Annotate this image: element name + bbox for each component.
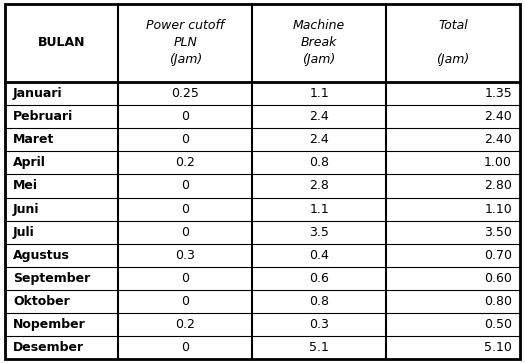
Text: Pebruari: Pebruari [13, 110, 73, 123]
Text: 0: 0 [181, 133, 190, 146]
Text: 3.50: 3.50 [484, 226, 512, 239]
Text: 0: 0 [181, 179, 190, 192]
Text: 0: 0 [181, 341, 190, 354]
Text: 0.80: 0.80 [484, 295, 512, 308]
Text: Mei: Mei [13, 179, 38, 192]
Text: Power cutoff
PLN
(Jam): Power cutoff PLN (Jam) [146, 19, 225, 66]
Text: 2.40: 2.40 [484, 133, 512, 146]
Text: 0.2: 0.2 [175, 318, 195, 331]
Text: 5.1: 5.1 [309, 341, 329, 354]
Text: 1.1: 1.1 [309, 203, 329, 216]
Text: Nopember: Nopember [13, 318, 86, 331]
Text: 0: 0 [181, 295, 190, 308]
Text: 0: 0 [181, 110, 190, 123]
Text: Juni: Juni [13, 203, 39, 216]
Text: 0.70: 0.70 [484, 249, 512, 262]
Text: 0: 0 [181, 226, 190, 239]
Text: Oktober: Oktober [13, 295, 70, 308]
Text: 3.5: 3.5 [309, 226, 329, 239]
Text: 1.35: 1.35 [484, 87, 512, 100]
Text: Juli: Juli [13, 226, 35, 239]
Text: April: April [13, 156, 46, 169]
Text: Agustus: Agustus [13, 249, 70, 262]
Text: BULAN: BULAN [38, 36, 86, 49]
Text: 0.8: 0.8 [309, 156, 329, 169]
Text: 0.6: 0.6 [309, 272, 329, 285]
Text: 0.60: 0.60 [484, 272, 512, 285]
Text: Machine
Break
(Jam): Machine Break (Jam) [293, 19, 345, 66]
Text: 0.8: 0.8 [309, 295, 329, 308]
Text: Desember: Desember [13, 341, 84, 354]
Text: 2.4: 2.4 [309, 133, 329, 146]
Text: 0.25: 0.25 [171, 87, 200, 100]
Text: September: September [13, 272, 90, 285]
Text: 0.3: 0.3 [175, 249, 195, 262]
Text: Januari: Januari [13, 87, 62, 100]
Text: 2.8: 2.8 [309, 179, 329, 192]
Text: 0.3: 0.3 [309, 318, 329, 331]
Text: 0.50: 0.50 [484, 318, 512, 331]
Text: 1.00: 1.00 [484, 156, 512, 169]
Text: 1.10: 1.10 [484, 203, 512, 216]
Text: 2.80: 2.80 [484, 179, 512, 192]
Text: Maret: Maret [13, 133, 55, 146]
Text: 2.4: 2.4 [309, 110, 329, 123]
Text: 0: 0 [181, 203, 190, 216]
Text: 1.1: 1.1 [309, 87, 329, 100]
Text: Total

(Jam): Total (Jam) [436, 19, 469, 66]
Text: 0.4: 0.4 [309, 249, 329, 262]
Text: 2.40: 2.40 [484, 110, 512, 123]
Text: 0.2: 0.2 [175, 156, 195, 169]
Text: 5.10: 5.10 [484, 341, 512, 354]
Text: 0: 0 [181, 272, 190, 285]
